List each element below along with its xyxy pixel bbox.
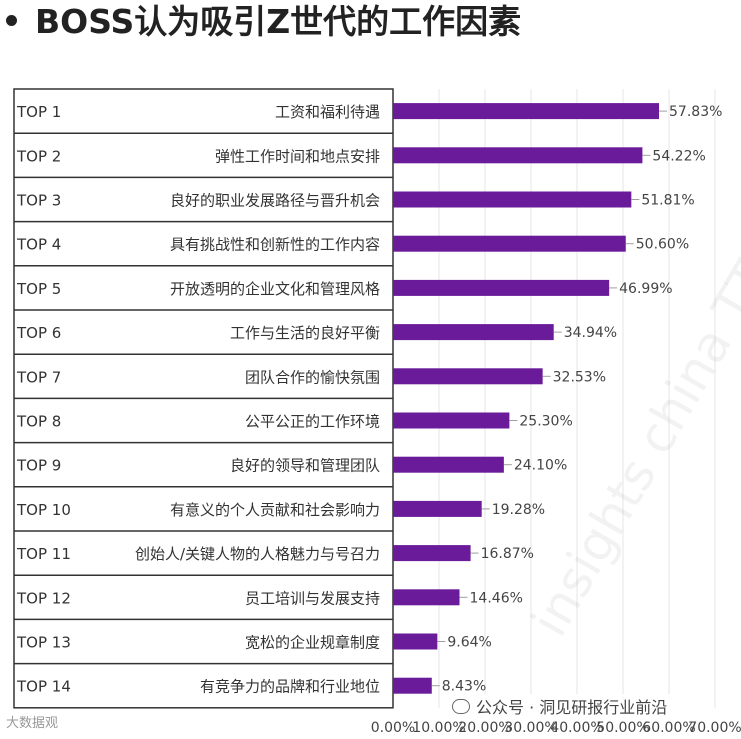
category-label: 工资和福利待遇 (275, 103, 380, 121)
category-label: 团队合作的愉快氛围 (245, 368, 380, 386)
rank-label: TOP 11 (16, 545, 71, 563)
value-label: 16.87% (481, 546, 534, 562)
bar (393, 545, 471, 562)
value-label: 8.43% (442, 679, 486, 695)
bar (393, 633, 438, 650)
bar (393, 103, 660, 120)
bar (393, 677, 432, 694)
rank-label: TOP 13 (16, 634, 71, 652)
value-label: 9.64% (447, 635, 491, 651)
category-label: 良好的职业发展路径与晋升机会 (170, 192, 380, 210)
wechat-credit: 公众号 · 洞见研报行业前沿 (448, 694, 672, 718)
bar (393, 412, 510, 429)
value-label: 34.94% (564, 325, 617, 341)
rank-label: TOP 8 (16, 413, 61, 431)
rank-label: TOP 5 (16, 280, 61, 298)
rank-label: TOP 6 (16, 324, 61, 342)
rank-label: TOP 9 (16, 457, 61, 475)
bar (393, 368, 543, 385)
category-label: 有意义的个人贡献和社会影响力 (170, 501, 380, 519)
value-label: 14.46% (470, 590, 523, 606)
value-label: 46.99% (619, 281, 672, 297)
wechat-label: 公众号 · 洞见研报行业前沿 (476, 698, 668, 717)
value-label: 32.53% (553, 369, 606, 385)
rank-label: TOP 7 (16, 368, 61, 386)
value-label: 25.30% (519, 414, 572, 430)
category-label: 具有挑战性和创新性的工作内容 (170, 236, 380, 254)
x-tick-label: 70.00% (688, 720, 741, 736)
value-label: 50.60% (636, 237, 689, 253)
category-label: 公平公正的工作环境 (245, 413, 380, 431)
bar (393, 456, 504, 473)
bar (393, 191, 632, 208)
rank-label: TOP 4 (16, 236, 61, 254)
category-label: 弹性工作时间和地点安排 (215, 147, 380, 165)
category-label: 宽松的企业规章制度 (245, 634, 380, 652)
x-tick-label: 60.00% (642, 720, 695, 736)
bar (393, 589, 460, 606)
bar (393, 279, 610, 296)
bar (393, 500, 482, 517)
value-label: 57.83% (669, 104, 722, 120)
x-tick-label: 40.00% (550, 720, 603, 736)
x-tick-label: 30.00% (504, 720, 557, 736)
category-label: 开放透明的企业文化和管理风格 (170, 280, 380, 298)
x-tick-label: 10.00% (412, 720, 465, 736)
rank-label: TOP 3 (16, 192, 61, 210)
watermark: insights china TTI (520, 239, 741, 646)
page-title-text: BOSS认为吸引Z世代的工作因素 (35, 2, 522, 41)
x-tick-label: 50.00% (596, 720, 649, 736)
source-logo: 大数据观 (6, 716, 59, 731)
rank-label: TOP 2 (16, 147, 61, 165)
x-tick-label: 0.00% (371, 720, 415, 736)
category-label: 工作与生活的良好平衡 (230, 324, 380, 342)
rank-label: TOP 10 (16, 501, 71, 519)
value-label: 54.22% (652, 148, 705, 164)
category-label: 有竞争力的品牌和行业地位 (200, 678, 380, 696)
category-label: 员工培训与发展支持 (245, 589, 380, 607)
rank-label: TOP 14 (16, 678, 71, 696)
bar (393, 324, 554, 341)
rank-label: TOP 12 (16, 589, 71, 607)
bar (393, 235, 626, 252)
value-label: 19.28% (492, 502, 545, 518)
bullet-icon (6, 15, 17, 26)
rank-label: TOP 1 (16, 103, 61, 121)
value-label: 24.10% (514, 458, 567, 474)
category-label: 创始人/关键人物的人格魅力与号召力 (135, 545, 380, 563)
category-label: 良好的领导和管理团队 (230, 457, 380, 475)
x-tick-label: 20.00% (458, 720, 511, 736)
bar (393, 147, 643, 164)
wechat-icon (452, 699, 470, 714)
page-title: BOSS认为吸引Z世代的工作因素 (6, 0, 521, 44)
value-label: 51.81% (641, 193, 694, 209)
